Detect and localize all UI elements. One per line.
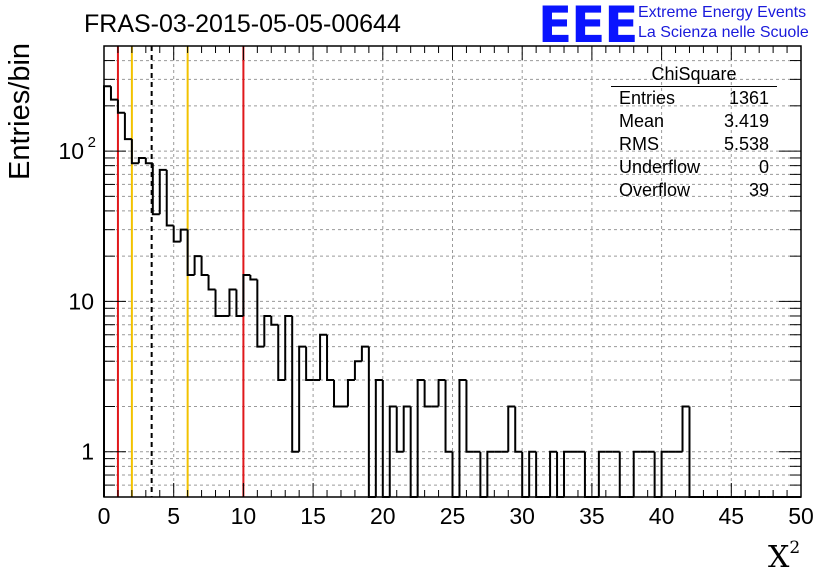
stats-value: 0: [758, 157, 769, 177]
x-tick-label: 5: [167, 503, 180, 529]
histogram-bin: [151, 163, 160, 216]
logo-mark: EEE: [538, 0, 638, 54]
stats-label: Entries: [619, 88, 676, 108]
histogram-bin: [158, 168, 167, 215]
x-tick-label: 45: [719, 503, 745, 529]
stats-value: 39: [748, 180, 769, 200]
histogram-bin: [172, 225, 181, 243]
x-axis-label: X2: [768, 538, 800, 575]
histogram-bin: [458, 379, 467, 497]
histogram-bin: [298, 345, 307, 452]
chart-title: FRAS-03-2015-05-05-00644: [84, 10, 401, 38]
y-tick-label: 10: [68, 288, 94, 314]
x-tick-label: 50: [788, 503, 814, 529]
histogram-bin: [319, 333, 328, 381]
stats-row-entries: Entries 1361: [609, 87, 777, 110]
histogram-bin: [367, 346, 376, 498]
stats-label: Overflow: [619, 180, 691, 200]
histogram-bin: [563, 450, 571, 497]
x-axis-label-base: X: [768, 540, 790, 575]
x-tick-label: 0: [98, 503, 111, 529]
histogram-bin: [549, 450, 558, 497]
histogram-bin: [130, 139, 139, 165]
stats-label: Underflow: [619, 157, 701, 177]
histogram-bin: [402, 405, 411, 452]
stats-row-mean: Mean 3.419: [609, 110, 777, 133]
x-tick-label: 15: [300, 503, 326, 529]
histogram-bin: [305, 346, 314, 382]
histogram-bin: [207, 274, 216, 291]
histogram-bin: [291, 315, 300, 453]
x-tick-label: 20: [370, 503, 396, 529]
histogram-bin: [123, 112, 132, 141]
histogram-bin: [137, 156, 146, 164]
stats-label: RMS: [619, 134, 659, 154]
histogram-bin: [465, 380, 474, 453]
histogram-bin: [186, 229, 195, 276]
x-tick-label: 30: [509, 503, 535, 529]
stats-box: ChiSquare Entries 1361 Mean 3.419 RMS 5.…: [609, 64, 777, 202]
logo-line-2: La Scienza nelle Scuole: [638, 24, 809, 41]
histogram-bin: [242, 273, 251, 316]
histogram-bin: [507, 405, 516, 452]
histogram-bin: [388, 405, 397, 497]
histogram-bin: [103, 85, 111, 497]
histogram-bin: [374, 379, 383, 497]
stats-value: 5.538: [723, 134, 769, 154]
x-tick-label: 40: [649, 503, 675, 529]
histogram-bin: [381, 380, 390, 498]
histogram-bin: [353, 360, 362, 381]
histogram-bin: [228, 288, 237, 316]
histogram-bin: [444, 380, 453, 453]
stats-title: ChiSquare: [611, 64, 777, 87]
histogram-bin: [270, 315, 279, 326]
histogram-bin: [193, 255, 202, 275]
histogram-bin: [333, 380, 341, 408]
y-tick-label-exponent: 2: [88, 134, 96, 151]
x-axis-label-superscript: 2: [789, 538, 801, 558]
histogram-bin: [200, 256, 209, 276]
histogram-bin: [514, 406, 523, 453]
histogram-bin: [395, 406, 404, 453]
histogram-bin: [486, 450, 495, 497]
stats-value: 3.419: [723, 111, 769, 131]
histogram-bin: [179, 228, 188, 242]
x-tick-label: 35: [579, 503, 605, 529]
logo-line-1: Extreme Energy Events: [638, 4, 807, 21]
x-tick-label: 25: [440, 503, 466, 529]
histogram-bin: [597, 450, 606, 497]
histogram-bin: [437, 379, 446, 407]
stats-label: Mean: [619, 111, 665, 131]
histogram-bin: [214, 289, 223, 317]
histogram-bin: [423, 380, 432, 408]
y-tick-label: 10: [58, 138, 84, 164]
reference-lines: [116, 46, 245, 497]
histogram-bin: [346, 379, 355, 407]
stats-row-overflow: Overflow 39: [609, 179, 777, 202]
histogram-bin: [326, 334, 335, 382]
histogram-bin: [144, 157, 153, 165]
stats-row-rms: RMS 5.538: [609, 133, 777, 156]
histogram-bin: [528, 450, 537, 497]
histogram-bin: [109, 86, 118, 101]
stats-row-underflow: Underflow 0: [609, 156, 777, 179]
y-tick-label: 1: [81, 439, 94, 465]
histogram-bin: [284, 314, 293, 381]
histogram-bin: [277, 324, 286, 382]
histogram-bin: [660, 450, 669, 497]
histogram-bin: [116, 99, 125, 114]
histogram-bin: [416, 379, 425, 497]
histogram-bin: [681, 405, 690, 452]
histogram-bin: [165, 169, 174, 227]
histogram-bin: [263, 314, 272, 347]
histogram-bin: [360, 345, 369, 362]
histogram-bin: [632, 450, 641, 497]
histogram-bin: [256, 279, 265, 348]
histogram-bin: [235, 289, 244, 317]
stats-value: 1361: [728, 88, 769, 108]
x-tick-label: 10: [231, 503, 257, 529]
histogram-bin: [249, 274, 258, 281]
